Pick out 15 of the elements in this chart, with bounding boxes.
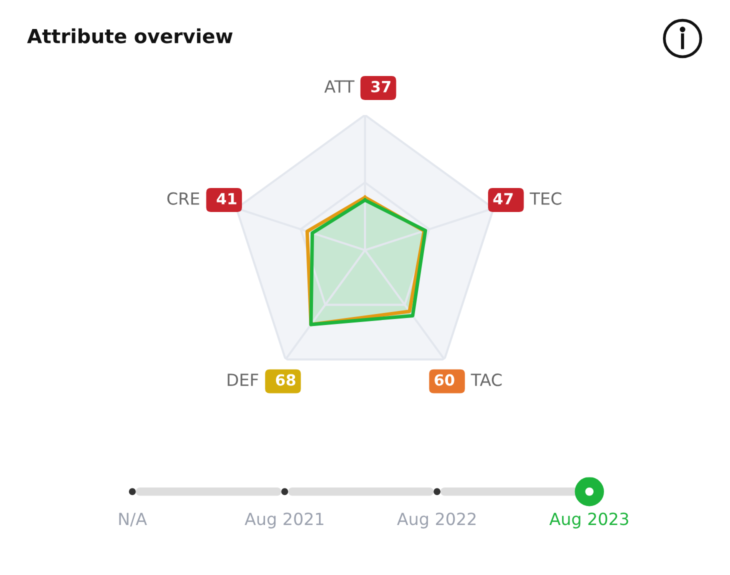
text: 41 <box>216 193 236 204</box>
text: 68 <box>276 374 296 386</box>
text: 47 <box>493 193 513 204</box>
spoke-label: DEF <box>228 374 258 386</box>
text: Aug 2023 <box>549 512 628 528</box>
spoke-label: CRE <box>167 192 200 205</box>
chart-title: Attribute overview <box>27 28 233 44</box>
text: Aug 2021 <box>244 512 324 528</box>
text: N/A <box>119 512 147 527</box>
text: Aug 2022 <box>397 512 476 528</box>
spoke-label: TEC <box>530 192 562 205</box>
text: 60 <box>434 374 454 386</box>
spoke-label: TAC <box>470 374 502 386</box>
text: 37 <box>371 80 390 92</box>
spoke-label: ATT <box>324 80 354 93</box>
